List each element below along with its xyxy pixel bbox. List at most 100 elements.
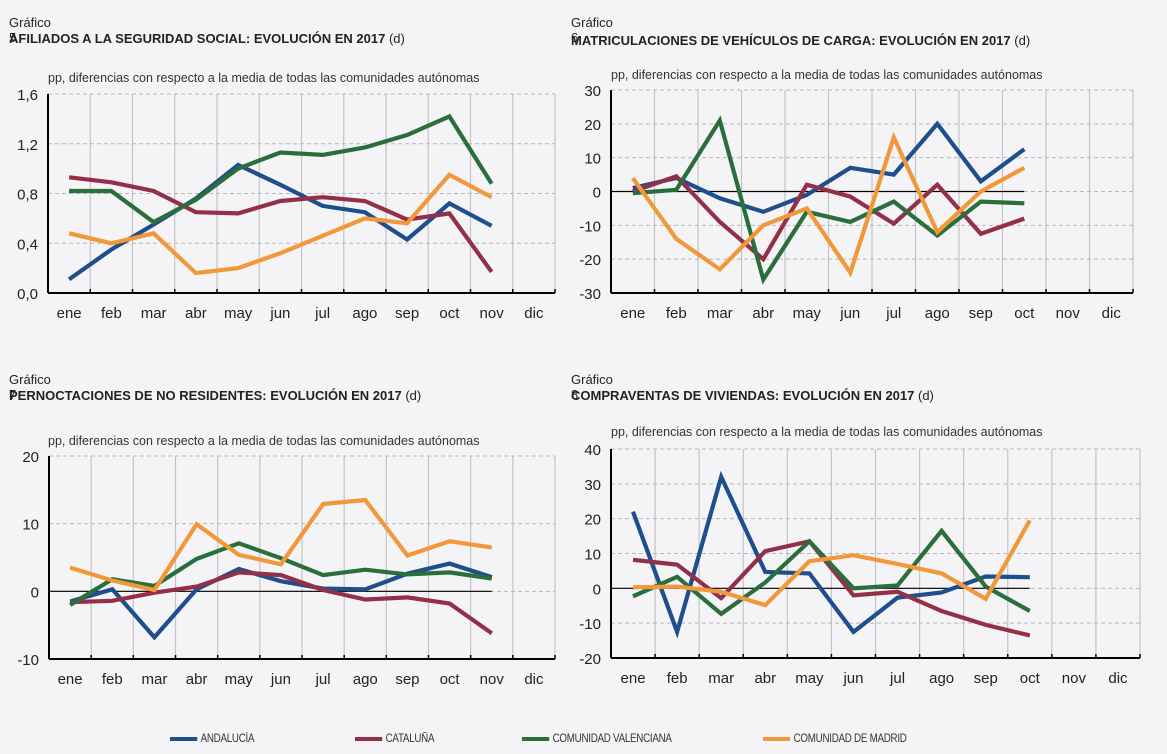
- x-tick-label: ene: [620, 305, 645, 322]
- series-line-andalucia: [69, 561, 493, 641]
- x-tick-label: dic: [524, 305, 544, 322]
- series-line-comunidad-valenciana: [69, 541, 493, 607]
- y-tick-label: 30: [584, 477, 601, 494]
- x-tick-label: sep: [974, 670, 998, 687]
- y-tick-label: 20: [584, 512, 601, 529]
- chart-title-text: AFILIADOS A LA SEGURIDAD SOCIAL: EVOLUCI…: [9, 31, 386, 46]
- legend-item-comunidad-valenciana: COMUNIDAD VALENCIANA: [522, 733, 672, 745]
- x-tick-label: ago: [929, 670, 954, 687]
- x-tick-label: sep: [969, 305, 993, 322]
- y-tick-label: 20: [22, 449, 39, 466]
- x-tick-label: jul: [314, 305, 330, 322]
- x-tick-label: feb: [667, 670, 688, 687]
- y-tick-label: -10: [579, 218, 601, 235]
- y-tick-label: 0: [593, 581, 601, 598]
- y-tick-label: 0: [31, 584, 39, 601]
- x-tick-label: nov: [1056, 305, 1081, 322]
- chart-title-note: (d): [388, 31, 405, 46]
- x-tick-label: mar: [707, 305, 733, 322]
- legend-swatch: [170, 737, 198, 741]
- y-tick-label: 0,8: [17, 187, 38, 204]
- x-tick-label: mar: [708, 670, 734, 687]
- legend-label: CATALUÑA: [385, 733, 435, 745]
- x-tick-label: abr: [185, 305, 207, 322]
- chart-title: PERNOCTACIONES DE NO RESIDENTES: EVOLUCI…: [9, 388, 421, 403]
- x-tick-label: nov: [480, 305, 505, 322]
- legend-label: COMUNIDAD VALENCIANA: [552, 733, 672, 745]
- series-line-andalucia: [67, 162, 493, 282]
- x-tick-label: abr: [752, 305, 774, 322]
- x-tick-label: ene: [621, 670, 646, 687]
- y-tick-label: -20: [579, 252, 601, 269]
- legend-item-comunidad-de-madrid: COMUNIDAD DE MADRID: [763, 733, 907, 745]
- y-tick-label: -10: [17, 652, 39, 669]
- legend-label: COMUNIDAD DE MADRID: [793, 733, 907, 745]
- y-tick-label: 1,6: [17, 87, 38, 104]
- x-tick-label: dic: [524, 671, 544, 688]
- chart-title-note: (d): [1014, 33, 1031, 48]
- chart-number: Gráfico 6: [571, 15, 613, 45]
- y-axis-label: pp, diferencias con respecto a la media …: [48, 434, 480, 448]
- x-tick-label: oct: [439, 305, 460, 322]
- chart-number: Gráfico 7: [9, 372, 51, 402]
- y-tick-label: 1,2: [17, 137, 38, 154]
- x-tick-label: feb: [102, 671, 123, 688]
- legend-swatch: [355, 737, 383, 741]
- x-tick-label: sep: [395, 671, 419, 688]
- y-tick-label: -30: [579, 286, 601, 303]
- series-line-comunidad-valenciana: [632, 527, 1031, 617]
- legend-swatch: [763, 737, 791, 741]
- y-tick-label: 0,4: [17, 236, 38, 253]
- x-tick-label: may: [795, 670, 824, 687]
- chart-title: AFILIADOS A LA SEGURIDAD SOCIAL: EVOLUCI…: [9, 31, 405, 46]
- series-line-comunidad-de-madrid: [68, 172, 493, 276]
- x-tick-label: jun: [269, 305, 290, 322]
- x-tick-label: feb: [666, 305, 687, 322]
- x-tick-label: jul: [315, 671, 331, 688]
- y-tick-label: 10: [584, 547, 601, 564]
- legend: ANDALUCÍA CATALUÑA COMUNIDAD VALENCIANA …: [0, 733, 1167, 749]
- series-line-comunidad-de-madrid: [69, 497, 493, 593]
- series-line-comunidad-valenciana: [632, 115, 1025, 285]
- chart-title-text: PERNOCTACIONES DE NO RESIDENTES: EVOLUCI…: [9, 388, 402, 403]
- x-tick-label: oct: [440, 671, 461, 688]
- chart-number: Gráfico 5: [9, 15, 51, 45]
- x-tick-label: ene: [57, 305, 82, 322]
- y-tick-label: 0: [593, 185, 601, 202]
- chart-title: MATRICULACIONES DE VEHÍCULOS DE CARGA: E…: [571, 33, 1030, 48]
- chart-title-text: COMPRAVENTAS DE VIVIENDAS: EVOLUCIÓN EN …: [571, 388, 915, 403]
- x-tick-label: oct: [1020, 670, 1041, 687]
- x-tick-label: mar: [141, 305, 167, 322]
- series-line-comunidad-valenciana: [69, 113, 494, 225]
- x-tick-label: ago: [925, 305, 950, 322]
- x-tick-label: sep: [395, 305, 419, 322]
- x-tick-label: jul: [889, 670, 905, 687]
- chart-number: Gráfico 8: [571, 372, 613, 402]
- x-tick-label: mar: [141, 671, 167, 688]
- x-tick-label: jul: [885, 305, 901, 322]
- y-tick-label: 40: [584, 442, 601, 459]
- x-tick-label: may: [793, 305, 822, 322]
- y-tick-label: -20: [579, 651, 601, 668]
- x-tick-label: jun: [842, 670, 863, 687]
- y-tick-label: 20: [584, 117, 601, 134]
- chart-title-note: (d): [405, 388, 422, 403]
- x-tick-label: ago: [352, 305, 377, 322]
- x-tick-label: feb: [101, 305, 122, 322]
- y-tick-label: 30: [584, 83, 601, 100]
- x-tick-label: may: [224, 305, 253, 322]
- x-tick-label: jun: [270, 671, 291, 688]
- x-tick-label: dic: [1108, 670, 1128, 687]
- y-tick-label: 0,0: [17, 286, 38, 303]
- series-line-comunidad-de-madrid: [632, 519, 1032, 608]
- chart-title-note: (d): [917, 388, 934, 403]
- x-tick-label: may: [225, 671, 254, 688]
- series-line-cataluna: [632, 538, 1031, 638]
- x-tick-label: abr: [754, 670, 776, 687]
- y-tick-label: 10: [584, 151, 601, 168]
- legend-item-andalucia: ANDALUCÍA: [170, 733, 255, 745]
- x-tick-label: ago: [353, 671, 378, 688]
- y-tick-label: 10: [22, 517, 39, 534]
- series-line-andalucia: [632, 120, 1026, 215]
